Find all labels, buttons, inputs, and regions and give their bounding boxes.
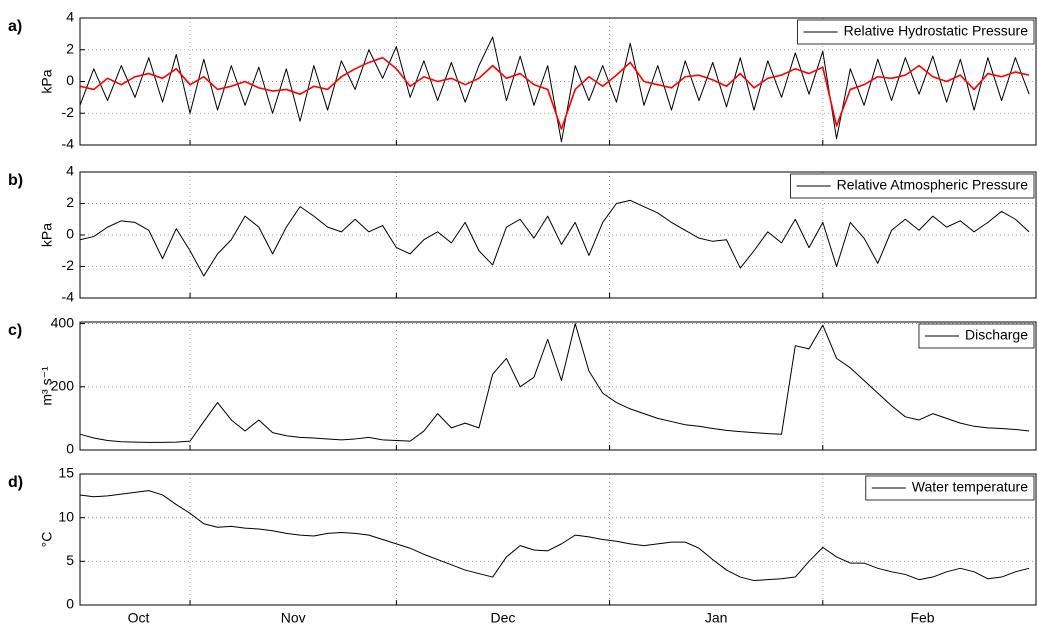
y-tick-label: 2 <box>66 40 74 56</box>
y-tick-label: -2 <box>62 104 75 120</box>
panel-label: a) <box>8 18 22 35</box>
plot-area <box>80 322 1036 450</box>
legend-box <box>790 173 1035 199</box>
data-line <box>79 199 1030 277</box>
data-line <box>79 36 1030 143</box>
x-tick-label: Feb <box>910 610 934 626</box>
panel: 0 200 400 c) m³ s⁻¹ Discharge <box>8 314 1037 457</box>
axes-box <box>79 321 1037 451</box>
legend: Relative Hydrostatic Pressure <box>797 19 1035 45</box>
y-tick-label: 4 <box>66 163 74 179</box>
y-axis-label: kPa <box>39 223 55 247</box>
data-line <box>79 56 1030 130</box>
axes-box <box>79 171 1037 299</box>
y-tick-label: 400 <box>51 314 75 330</box>
x-tick-label: Nov <box>281 610 306 626</box>
axes-box <box>79 17 1037 146</box>
panel-label: c) <box>8 322 22 339</box>
data-line <box>79 323 1030 443</box>
y-tick-label: 0 <box>66 441 74 457</box>
x-tick-label: Jan <box>705 610 728 626</box>
legend-label: Water temperature <box>912 479 1028 495</box>
legend-label: Relative Atmospheric Pressure <box>837 177 1029 193</box>
y-tick-label: 200 <box>51 377 75 393</box>
y-tick-label: 0 <box>66 596 74 612</box>
y-axis-label: °C <box>39 532 55 548</box>
y-axis-label: m³ s⁻¹ <box>39 366 55 406</box>
legend-label: Discharge <box>965 327 1028 343</box>
panel-label: b) <box>8 172 23 189</box>
y-tick-label: -2 <box>62 257 75 273</box>
x-tick-label: Oct <box>128 610 150 626</box>
legend: Discharge <box>918 323 1035 349</box>
panel: 0 5 10 15 Oct Nov Dec Jan Feb d) °C Water temperatu… <box>8 465 1037 626</box>
data-line <box>79 490 1030 582</box>
y-tick-label: 15 <box>58 465 74 481</box>
y-tick-label: 10 <box>58 508 74 524</box>
axes-box <box>79 473 1037 606</box>
legend-box <box>865 475 1035 501</box>
y-tick-label: 5 <box>66 552 74 568</box>
y-tick-label: 2 <box>66 194 74 210</box>
panel: -4 -2 0 2 4 b) kPa Relative Atmospheric Pressur… <box>8 163 1037 305</box>
panel: -4 -2 0 2 4 a) kPa Relative Hydrostatic Pressur… <box>8 9 1037 152</box>
y-tick-label: 0 <box>66 226 74 242</box>
legend-label: Relative Hydrostatic Pressure <box>844 23 1029 39</box>
y-tick-label: -4 <box>62 289 75 305</box>
panel-label: d) <box>8 474 23 491</box>
x-tick-label: Dec <box>491 610 516 626</box>
y-tick-label: -4 <box>62 136 75 152</box>
y-tick-label: 0 <box>66 72 74 88</box>
y-axis-label: kPa <box>39 69 55 93</box>
y-tick-label: 4 <box>66 9 74 25</box>
legend: Water temperature <box>865 475 1035 501</box>
legend: Relative Atmospheric Pressure <box>790 173 1035 199</box>
